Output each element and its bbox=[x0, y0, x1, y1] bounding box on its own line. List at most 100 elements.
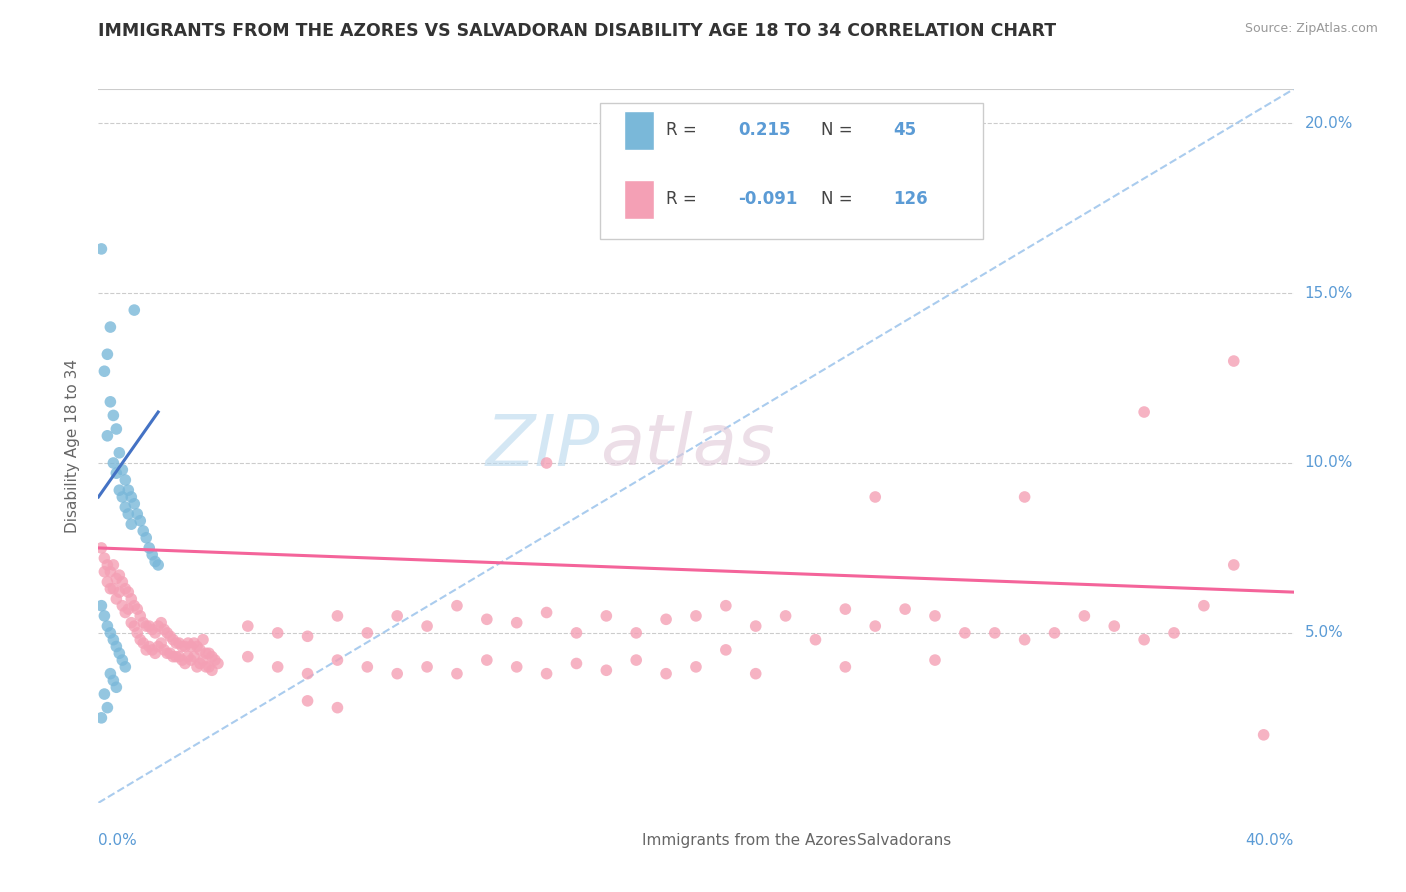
Point bbox=[188, 657, 211, 671]
Point bbox=[1253, 728, 1275, 742]
Text: 40.0%: 40.0% bbox=[1246, 833, 1294, 848]
Point bbox=[595, 608, 617, 623]
Point bbox=[138, 619, 160, 633]
Point bbox=[96, 347, 118, 361]
Point bbox=[186, 640, 208, 654]
Point bbox=[111, 653, 134, 667]
Point bbox=[655, 612, 678, 626]
Point bbox=[124, 619, 146, 633]
Point bbox=[475, 653, 498, 667]
Text: Source: ZipAtlas.com: Source: ZipAtlas.com bbox=[1244, 22, 1378, 36]
Point bbox=[111, 599, 134, 613]
Point bbox=[536, 606, 558, 620]
Point bbox=[714, 599, 737, 613]
Point bbox=[93, 364, 115, 378]
Point bbox=[135, 531, 157, 545]
Point bbox=[111, 463, 134, 477]
Point bbox=[143, 646, 166, 660]
Point bbox=[114, 606, 136, 620]
Point bbox=[506, 615, 529, 630]
Point bbox=[124, 303, 146, 318]
Point bbox=[446, 666, 468, 681]
Point bbox=[172, 653, 194, 667]
Point bbox=[326, 653, 349, 667]
Point bbox=[141, 643, 163, 657]
Point bbox=[141, 548, 163, 562]
Point bbox=[153, 643, 176, 657]
Point bbox=[326, 608, 349, 623]
Point bbox=[148, 558, 170, 572]
Point bbox=[267, 660, 290, 674]
Point bbox=[98, 626, 122, 640]
Point bbox=[685, 660, 707, 674]
Point bbox=[117, 507, 139, 521]
Point bbox=[326, 700, 349, 714]
Point bbox=[108, 646, 131, 660]
Point bbox=[1014, 490, 1036, 504]
Point bbox=[114, 660, 136, 674]
Text: Salvadorans: Salvadorans bbox=[858, 833, 952, 848]
Point bbox=[536, 456, 558, 470]
Text: Immigrants from the Azores: Immigrants from the Azores bbox=[643, 833, 856, 848]
Point bbox=[124, 599, 146, 613]
Point bbox=[177, 649, 200, 664]
Point bbox=[565, 626, 588, 640]
Point bbox=[138, 541, 160, 555]
Point bbox=[117, 602, 139, 616]
Point bbox=[834, 602, 856, 616]
Point bbox=[565, 657, 588, 671]
Point bbox=[93, 687, 115, 701]
Y-axis label: Disability Age 18 to 34: Disability Age 18 to 34 bbox=[65, 359, 80, 533]
Point bbox=[1014, 632, 1036, 647]
Text: R =: R = bbox=[666, 121, 707, 139]
Point bbox=[1192, 599, 1215, 613]
Point bbox=[953, 626, 976, 640]
Point bbox=[103, 558, 125, 572]
Point bbox=[108, 483, 131, 498]
Point bbox=[204, 653, 226, 667]
Point bbox=[159, 629, 181, 643]
Point bbox=[120, 517, 142, 532]
Point bbox=[172, 640, 194, 654]
Point bbox=[96, 558, 118, 572]
Point bbox=[114, 473, 136, 487]
Point bbox=[150, 636, 173, 650]
Point bbox=[1133, 632, 1156, 647]
Point bbox=[162, 632, 184, 647]
Point bbox=[120, 490, 142, 504]
Text: 20.0%: 20.0% bbox=[1305, 116, 1353, 131]
Point bbox=[143, 555, 166, 569]
Point bbox=[153, 623, 176, 637]
Point bbox=[105, 572, 128, 586]
Point bbox=[624, 653, 647, 667]
Point bbox=[924, 653, 946, 667]
Point bbox=[103, 409, 125, 423]
Point bbox=[385, 608, 409, 623]
Point bbox=[1073, 608, 1095, 623]
Point bbox=[150, 615, 173, 630]
Point bbox=[127, 602, 149, 616]
Point bbox=[165, 636, 187, 650]
Point bbox=[446, 599, 468, 613]
Point bbox=[114, 500, 136, 515]
Point bbox=[180, 653, 202, 667]
Point bbox=[416, 660, 439, 674]
Point bbox=[1163, 626, 1185, 640]
Point bbox=[191, 632, 214, 647]
Point bbox=[105, 591, 128, 606]
Text: N =: N = bbox=[821, 121, 863, 139]
Point bbox=[167, 649, 190, 664]
Point bbox=[174, 640, 197, 654]
Point bbox=[236, 619, 259, 633]
Point bbox=[98, 320, 122, 334]
Point bbox=[90, 541, 112, 555]
Point bbox=[96, 700, 118, 714]
Point bbox=[105, 640, 128, 654]
Point bbox=[96, 574, 118, 589]
Point bbox=[198, 660, 221, 674]
Point bbox=[138, 640, 160, 654]
Point bbox=[127, 626, 149, 640]
Point bbox=[1223, 558, 1246, 572]
Bar bbox=[624, 180, 654, 219]
Point bbox=[156, 626, 179, 640]
